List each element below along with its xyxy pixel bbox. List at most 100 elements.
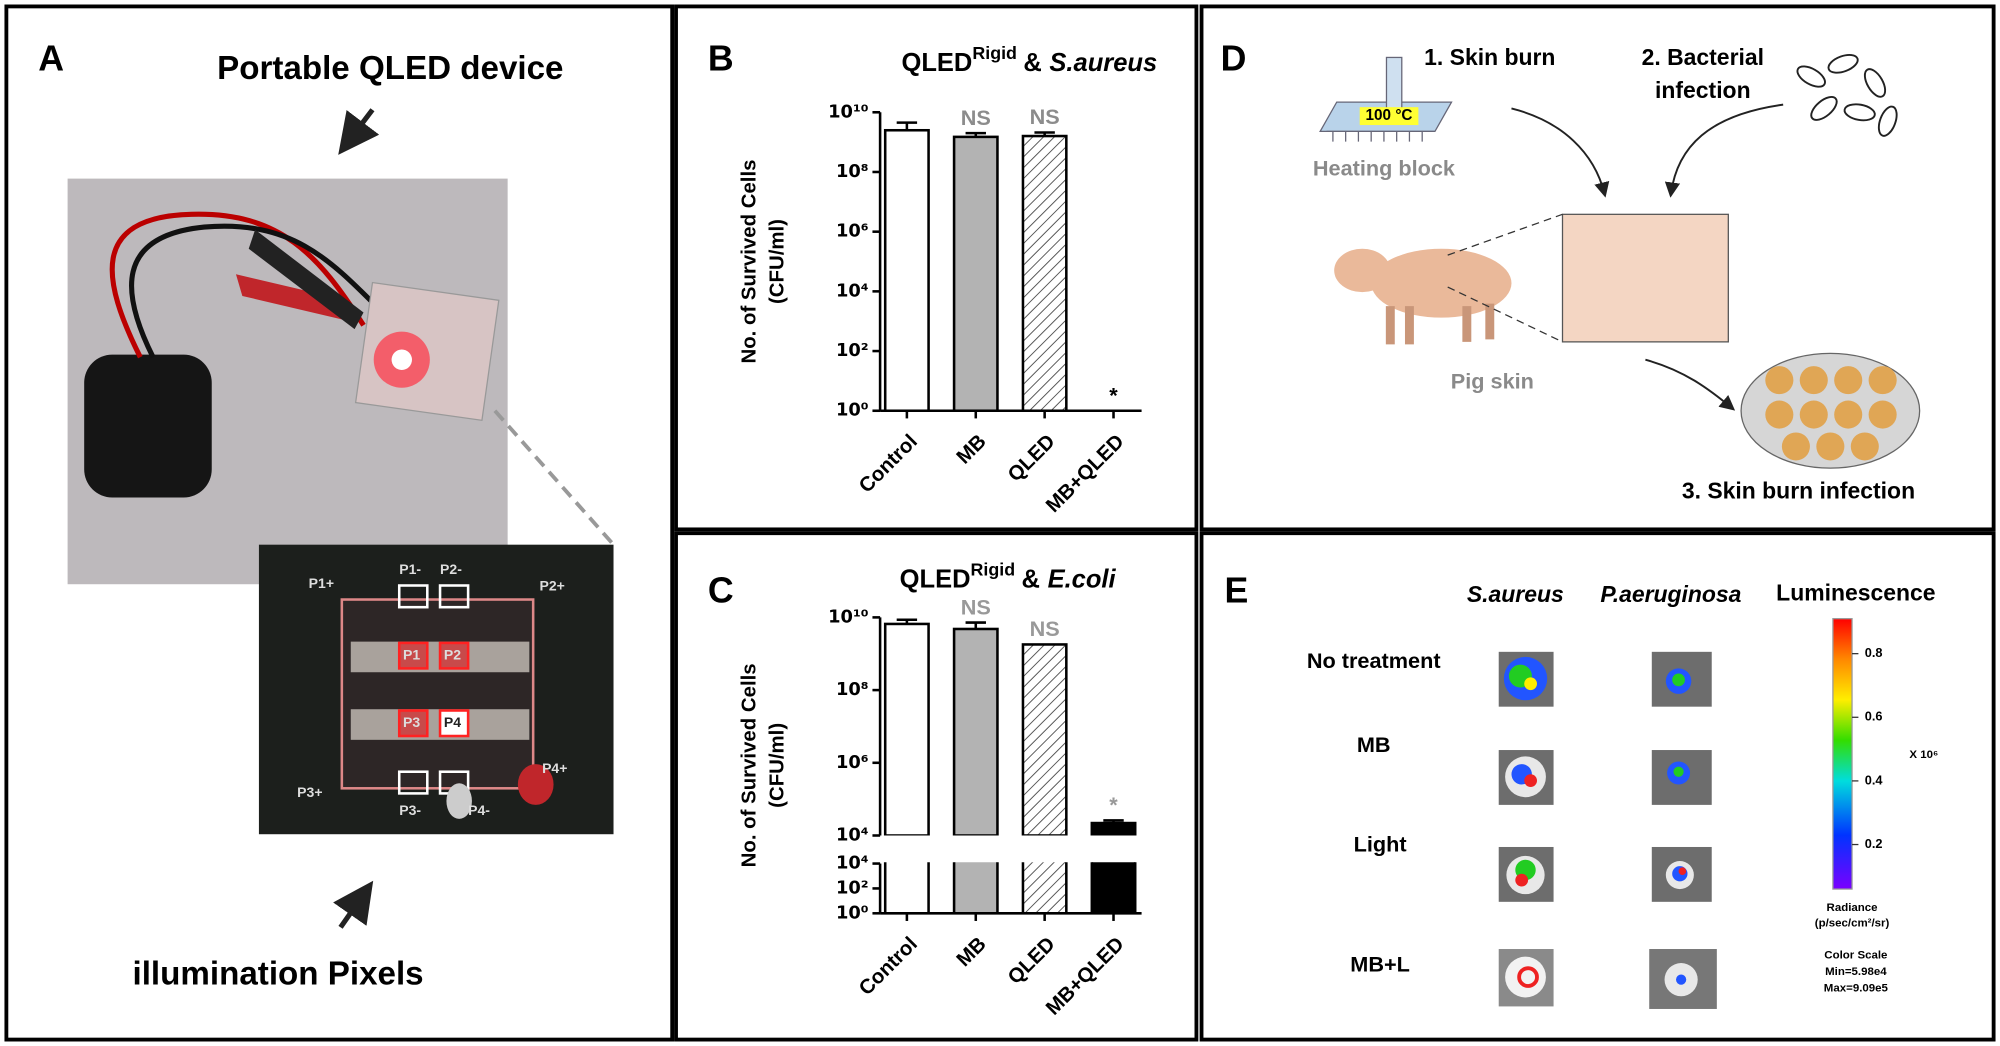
- bar: [1021, 643, 1068, 836]
- colorbar-tick-label: 0.2: [1865, 836, 1883, 851]
- colorbar: [1832, 618, 1853, 890]
- y-tick-label: 10⁴: [836, 825, 869, 846]
- x-tick-label: Control: [855, 933, 922, 1000]
- temp-label-bg: [1359, 107, 1419, 126]
- wells: [1765, 366, 1897, 461]
- column-header: S.aureus: [1467, 581, 1564, 607]
- annotation: *: [1109, 792, 1118, 817]
- pixel-label: P1: [403, 646, 420, 662]
- title-part: S.aureus: [1049, 49, 1157, 77]
- zoom-line: [493, 409, 615, 546]
- y-tick-label: 10¹⁰: [828, 101, 869, 122]
- annotation: NS: [1030, 104, 1060, 129]
- panel-letter: D: [1221, 39, 1247, 79]
- colorbar-tick-label: 0.8: [1865, 645, 1883, 660]
- row-label: MB+L: [1350, 951, 1410, 976]
- label: Max=9.09e5: [1824, 983, 1889, 995]
- pixel-label: P3-: [399, 802, 421, 818]
- y-tick-label: 10⁰: [836, 902, 869, 923]
- x-tick-label: QLED: [1004, 431, 1060, 487]
- zoom-line: [1447, 213, 1563, 343]
- panel-title: Portable QLED device: [217, 50, 563, 87]
- title-part: Rigid: [972, 43, 1017, 63]
- bar: [952, 135, 999, 411]
- annotation: NS: [961, 105, 991, 130]
- arrow: [1511, 107, 1610, 198]
- label: Pig skin: [1451, 368, 1534, 393]
- pixel-label: P2-: [440, 561, 462, 577]
- glow: [391, 349, 412, 370]
- colorbar-multiplier: X 10⁶: [1909, 749, 1938, 761]
- y-tick-label: 10⁸: [836, 161, 869, 182]
- clip: [235, 274, 351, 322]
- colorbar-tick-label: 0.6: [1865, 709, 1883, 724]
- y-tick-label: 10⁶: [836, 221, 869, 242]
- y-axis-label: No. of Survived Cells: [738, 160, 760, 364]
- y-tick-label: 10⁴: [836, 853, 869, 874]
- y-tick-label: 10²: [836, 340, 869, 361]
- y-axis-label: (CFU/ml): [766, 219, 788, 304]
- pixel-label: P2: [444, 646, 461, 662]
- clip: [517, 764, 554, 805]
- y-tick-label: 10⁴: [836, 280, 869, 301]
- row-label: MB: [1357, 732, 1391, 757]
- panel-a: A Portable QLED device P1+ P1- P2- P2+ P…: [38, 39, 615, 993]
- panel-caption: illumination Pixels: [133, 956, 424, 993]
- pixel-label: P1-: [399, 561, 421, 577]
- panel-e: E S.aureus P.aeruginosa Luminescence No …: [1224, 571, 1938, 1009]
- pig-head: [1334, 248, 1391, 293]
- title-part: &: [1023, 49, 1041, 77]
- annotation: NS: [961, 594, 991, 619]
- thumbnails: [1498, 651, 1717, 1009]
- y-tick-label: 10⁰: [836, 400, 869, 421]
- arrow: [338, 108, 380, 155]
- pixel-label: P2+: [540, 577, 565, 593]
- arrow: [1664, 103, 1784, 198]
- pixel: [438, 709, 470, 738]
- bar: [883, 622, 930, 836]
- step: 2. Bacterial: [1642, 44, 1764, 70]
- panel-frames: [4, 4, 1996, 1042]
- label: (p/sec/cm²/sr): [1815, 918, 1890, 930]
- wire: [109, 211, 366, 359]
- step: infection: [1655, 77, 1751, 103]
- panel-letter: E: [1224, 571, 1248, 611]
- y-axis-label: (CFU/ml): [766, 723, 788, 808]
- chart-title: QLEDRigid & S.aureus: [902, 43, 1158, 77]
- wire: [128, 223, 385, 359]
- y-tick-label: 10⁶: [836, 752, 869, 773]
- tube: [1385, 56, 1403, 110]
- title-part: Rigid: [971, 559, 1016, 579]
- annotation: NS: [1030, 616, 1060, 641]
- y-tick-label: 10¹⁰: [828, 606, 869, 627]
- pig-legs: [1385, 303, 1495, 345]
- legend-title: Luminescence: [1776, 579, 1935, 605]
- bar: [883, 128, 930, 411]
- pixel-labels: P1+ P1- P2- P2+ P1 P2 P3 P4 P3+ P3- P4- …: [297, 561, 567, 818]
- title-part: QLED: [900, 565, 971, 593]
- pixel: [397, 709, 429, 738]
- pixel-label: P4: [444, 714, 461, 730]
- x-tick-label: MB: [953, 933, 991, 971]
- panel-letter: C: [708, 571, 734, 611]
- panel-d: D 100 °C Heating block 1. Skin burn 2. B…: [1221, 39, 1921, 503]
- title-part: &: [1022, 565, 1040, 593]
- skin: [1561, 213, 1729, 343]
- label: Color Scale: [1824, 949, 1887, 961]
- row-label: Light: [1354, 831, 1407, 856]
- pixel: [397, 641, 429, 670]
- chart-title: QLEDRigid & E.coli: [900, 559, 1117, 593]
- pixel-label: P1+: [309, 575, 334, 591]
- bar: [883, 862, 930, 914]
- colorbar-tick-label: 0.4: [1865, 772, 1884, 787]
- pixel: [438, 641, 470, 670]
- bars: [883, 618, 1137, 836]
- step: 1. Skin burn: [1424, 44, 1555, 70]
- panel-letter: B: [708, 39, 734, 79]
- x-tick-label: Control: [855, 431, 922, 498]
- y-tick-label: 10⁸: [836, 679, 869, 700]
- row-label: No treatment: [1307, 648, 1441, 673]
